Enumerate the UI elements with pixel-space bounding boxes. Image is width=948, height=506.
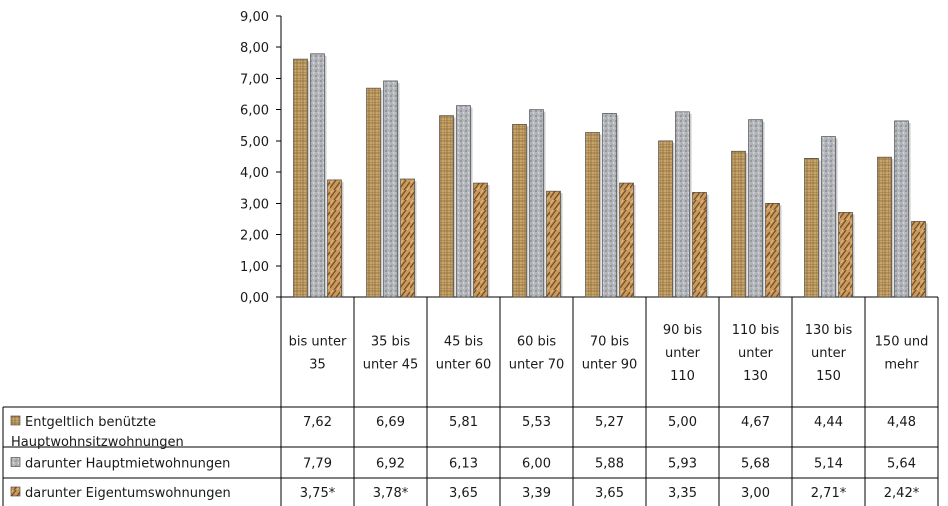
bar xyxy=(748,119,763,298)
bar xyxy=(765,203,780,298)
bar xyxy=(546,190,561,298)
x-category-label: 130 bis xyxy=(805,323,853,338)
x-category-label: 110 xyxy=(670,369,695,384)
data-table-value: 5,64 xyxy=(887,457,916,472)
bar xyxy=(310,53,325,298)
data-table-value: 6,92 xyxy=(376,457,405,472)
legend-series-name: Hauptwohnsitzwohnungen xyxy=(11,435,184,450)
y-tick-label: 4,00 xyxy=(240,166,269,181)
data-table-value: 3,39 xyxy=(522,486,551,501)
plot-area: 0,00 1,00 2,00 3,00 4,00 5,00 6,00 7,00 8,00 9,00 xyxy=(240,10,938,306)
data-table: bis unter 35 35 bis unter 45 45 bis unter 60 6… xyxy=(2,297,939,506)
data-table-value: 3,78* xyxy=(373,486,409,501)
bar xyxy=(400,178,415,298)
x-category-label: mehr xyxy=(884,358,919,373)
x-category-label: unter xyxy=(738,346,774,361)
bar xyxy=(383,80,398,298)
bar xyxy=(821,136,836,298)
y-tick-label: 6,00 xyxy=(240,104,269,119)
y-tick-label: 1,00 xyxy=(240,260,269,275)
data-table-value: 4,67 xyxy=(741,415,770,430)
bar xyxy=(602,113,617,298)
x-category-label: 150 xyxy=(816,369,841,384)
legend-key xyxy=(10,486,21,497)
data-table-value: 4,44 xyxy=(814,415,843,430)
data-table-value: 3,00 xyxy=(741,486,770,501)
data-table-value: 6,13 xyxy=(449,457,478,472)
data-table-value: 3,35 xyxy=(668,486,697,501)
bar xyxy=(877,156,892,298)
bar xyxy=(473,182,488,298)
data-table-value: 7,62 xyxy=(303,415,332,430)
bar xyxy=(894,120,909,298)
bar xyxy=(658,140,673,298)
data-table-value: 5,27 xyxy=(595,415,624,430)
data-table-value: 7,79 xyxy=(303,457,332,472)
bar xyxy=(327,179,342,298)
bar xyxy=(529,109,544,298)
bar xyxy=(366,87,381,298)
data-table-value: 5,14 xyxy=(814,457,843,472)
bar xyxy=(804,158,819,298)
bar xyxy=(911,221,926,298)
x-category-label: 90 bis xyxy=(663,323,703,338)
bar xyxy=(838,212,853,298)
x-category-label: unter 90 xyxy=(582,358,638,373)
data-table-value: 5,93 xyxy=(668,457,697,472)
y-tick-label: 2,00 xyxy=(240,229,269,244)
bar xyxy=(456,105,471,298)
x-category-label: 35 bis xyxy=(371,335,411,350)
x-category-label: 60 bis xyxy=(517,335,557,350)
x-category-label: unter 70 xyxy=(509,358,565,373)
y-tick-label: 9,00 xyxy=(240,10,269,25)
x-category-label: 45 bis xyxy=(444,335,484,350)
bar xyxy=(439,115,454,298)
data-table-value: 5,00 xyxy=(668,415,697,430)
bar xyxy=(731,150,746,298)
data-table-value: 3,65 xyxy=(449,486,478,501)
legend-key xyxy=(10,415,21,426)
y-tick-label: 0,00 xyxy=(240,291,269,306)
x-category-label: unter 45 xyxy=(363,358,419,373)
bar xyxy=(619,182,634,298)
x-category-label: unter xyxy=(811,346,847,361)
data-table-value: 4,48 xyxy=(887,415,916,430)
x-category-label: unter xyxy=(665,346,701,361)
x-category-label: bis unter xyxy=(289,335,347,350)
legend-series-name: Entgeltlich benützte xyxy=(25,415,156,430)
legend-key xyxy=(10,457,21,467)
bar xyxy=(692,192,707,298)
data-table-value: 5,53 xyxy=(522,415,551,430)
y-tick-label: 7,00 xyxy=(240,72,269,87)
bar xyxy=(293,58,308,298)
data-table-value: 5,81 xyxy=(449,415,478,430)
y-tick-label: 3,00 xyxy=(240,197,269,212)
bar xyxy=(512,124,527,298)
data-table-value: 2,71* xyxy=(811,486,847,501)
data-table-value: 5,68 xyxy=(741,457,770,472)
x-category-label: 150 und xyxy=(875,335,929,350)
legend-series-name: darunter Eigentumswohnungen xyxy=(25,486,231,501)
data-table-value: 6,69 xyxy=(376,415,405,430)
data-table-value: 3,75* xyxy=(300,486,336,501)
x-category-label: 130 xyxy=(743,369,768,384)
data-table-value: 6,00 xyxy=(522,457,551,472)
legend-series-name: darunter Hauptmietwohnungen xyxy=(25,457,230,472)
bar xyxy=(585,132,600,298)
data-table-value: 5,88 xyxy=(595,457,624,472)
data-table-value: 3,65 xyxy=(595,486,624,501)
y-tick-label: 5,00 xyxy=(240,135,269,150)
x-category-label: 110 bis xyxy=(732,323,780,338)
x-category-label: 70 bis xyxy=(590,335,630,350)
data-table-value: 2,42* xyxy=(884,486,920,501)
x-category-label: 35 xyxy=(309,358,326,373)
bar xyxy=(675,111,690,298)
y-tick-label: 8,00 xyxy=(240,41,269,56)
x-category-label: unter 60 xyxy=(436,358,492,373)
